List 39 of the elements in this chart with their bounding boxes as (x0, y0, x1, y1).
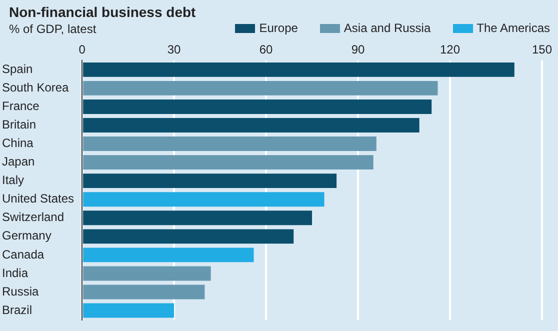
x-tick-label: 120 (440, 42, 460, 57)
y-tick-label: United States (2, 192, 74, 206)
bar (83, 80, 438, 96)
chart-title: Non-financial business debt (9, 4, 196, 20)
y-tick-label: Canada (2, 247, 44, 262)
y-tick-label: Brazil (2, 302, 32, 317)
y-tick-label: Italy (2, 173, 24, 188)
bar (83, 284, 205, 300)
chart-subtitle: % of GDP, latest (9, 22, 96, 36)
y-tick-label: Britain (2, 118, 36, 132)
y-tick-label: Switzerland (2, 210, 64, 224)
y-tick-label: South Korea (2, 80, 70, 95)
bar (83, 62, 514, 77)
bar (83, 174, 337, 188)
y-tick-label: Japan (2, 154, 35, 169)
bar (83, 155, 374, 170)
y-tick-label: India (2, 266, 28, 280)
bar (83, 99, 432, 114)
y-tick-label: France (2, 99, 40, 114)
legend-label: Asia and Russia (344, 21, 431, 35)
bar (83, 118, 420, 132)
y-tick-label: Russia (2, 284, 40, 298)
bar (83, 303, 174, 318)
bar (83, 136, 376, 152)
bar (83, 210, 312, 226)
x-tick-label: 150 (532, 42, 552, 57)
x-tick-label: 0 (78, 42, 86, 57)
bar (83, 229, 294, 244)
y-tick-label: Spain (2, 62, 33, 76)
bar (83, 248, 254, 262)
legend-label: Europe (259, 21, 298, 35)
bar (83, 266, 211, 281)
x-tick-label: 60 (259, 42, 274, 57)
legend-label: The Americas (476, 21, 550, 35)
x-tick-label: 30 (167, 42, 182, 57)
y-tick-label: China (2, 136, 34, 150)
bar (83, 192, 324, 207)
x-tick-label: 90 (351, 42, 366, 57)
y-tick-label: Germany (2, 228, 52, 243)
